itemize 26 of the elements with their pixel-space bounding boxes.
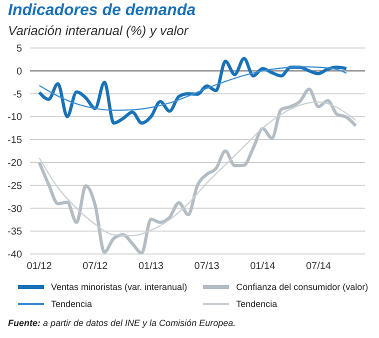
x-tick-label: 01/13 — [138, 261, 164, 272]
chart-title: Indicadores de demanda — [8, 2, 196, 20]
y-tick-label: -40 — [8, 250, 22, 261]
y-tick-label: 5 — [16, 44, 22, 55]
source-note: Fuente: a partir de datos del INE y la Comisión Europea. — [8, 318, 236, 328]
x-tick-label: 07/13 — [194, 261, 220, 272]
legend-label: Ventas minoristas (var. interanual) — [51, 282, 188, 292]
line-series — [38, 88, 358, 254]
y-tick-label: -5 — [13, 89, 22, 100]
y-tick-label: -35 — [8, 226, 22, 238]
y-tick-label: -20 — [8, 158, 22, 169]
line-series — [38, 56, 348, 125]
y-tick-label: -15 — [8, 135, 22, 146]
y-tick-label: -10 — [8, 112, 22, 124]
chart-subtitle: Variación interanual (%) y valor — [8, 23, 188, 38]
y-tick-label: -25 — [8, 180, 22, 192]
x-tick-label: 01/12 — [26, 261, 52, 272]
x-tick-label: 07/12 — [82, 261, 108, 272]
x-tick-label: 01/14 — [250, 261, 276, 272]
line-series — [38, 66, 347, 111]
legend-label: Confianza del consumidor (valor) — [236, 282, 368, 292]
x-tick-label: 07/14 — [306, 261, 332, 272]
legend-label: Tendencia — [236, 298, 278, 308]
y-tick-label: -30 — [8, 204, 22, 215]
legend-label: Tendencia — [51, 298, 92, 308]
y-tick-label: 0 — [16, 66, 22, 78]
